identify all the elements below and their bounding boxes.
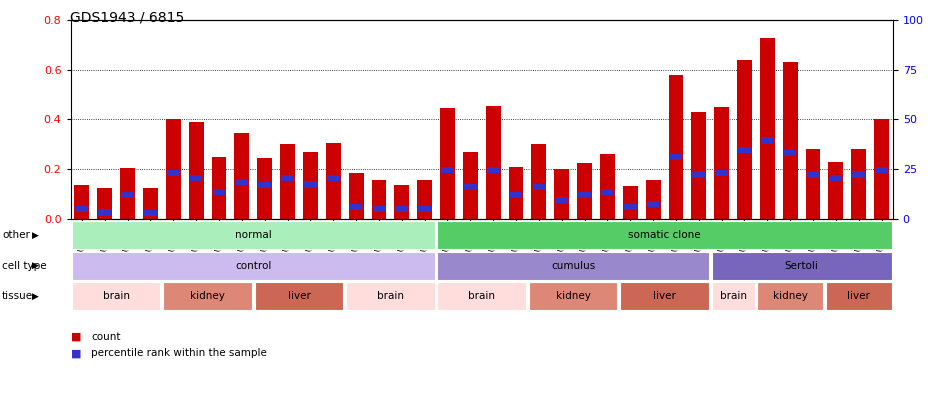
Text: kidney: kidney [556,292,590,301]
Bar [577,163,592,219]
Text: somatic clone: somatic clone [628,230,701,240]
Bar [555,169,569,219]
Bar [509,166,524,219]
Bar [693,171,705,178]
Bar [601,189,614,195]
Bar [327,175,339,181]
Bar [121,192,133,198]
Bar [807,171,820,178]
Bar [418,206,431,212]
Bar [167,170,180,176]
Bar [853,171,865,178]
Bar [578,192,591,198]
Bar [441,167,454,173]
Text: brain: brain [377,292,404,301]
Bar [258,182,271,188]
Text: GDS1943 / 6815: GDS1943 / 6815 [70,10,185,24]
Bar [258,158,272,219]
Bar [875,167,888,173]
Bar [99,209,111,215]
Bar [737,60,752,219]
Text: Sertoli: Sertoli [785,261,819,271]
Bar [144,210,157,216]
Bar [647,201,660,207]
Bar [120,168,135,219]
Bar [623,186,637,219]
Text: kidney: kidney [190,292,225,301]
Bar [806,149,821,219]
Bar [533,184,545,190]
Text: other: other [2,230,30,240]
Text: control: control [235,261,272,271]
Bar [143,188,158,219]
Bar [234,133,249,219]
Bar [303,152,318,219]
Bar [236,179,248,185]
Bar [830,175,842,181]
Bar [75,206,88,212]
Bar [624,204,636,210]
Bar [714,107,729,219]
Bar [371,180,386,219]
Bar [761,137,774,144]
Bar [487,167,499,173]
Bar [464,184,477,190]
Text: ▶: ▶ [32,292,39,301]
Bar [828,162,843,219]
Bar [784,150,796,156]
Text: cell type: cell type [2,261,46,271]
Bar [692,112,706,219]
Text: ■: ■ [70,348,81,358]
Text: liver: liver [288,292,310,301]
Text: tissue: tissue [2,292,33,301]
Bar [852,149,866,219]
Bar [646,180,661,219]
Text: ▶: ▶ [32,230,39,239]
Text: ▶: ▶ [32,261,39,270]
Bar [715,170,728,176]
Bar [760,38,775,219]
Bar [486,106,501,219]
Text: liver: liver [653,292,676,301]
Text: brain: brain [102,292,130,301]
Bar [280,144,295,219]
Text: brain: brain [719,292,746,301]
Bar [395,185,409,219]
Bar [165,119,180,219]
Bar [556,197,568,203]
Bar [189,122,204,219]
Text: normal: normal [235,230,272,240]
Bar [509,192,523,198]
Bar [98,188,112,219]
Bar [350,204,363,210]
Bar [417,180,432,219]
Bar [190,175,202,181]
Bar [669,154,682,160]
Text: count: count [91,332,120,342]
Bar [783,62,798,219]
Text: liver: liver [847,292,870,301]
Bar [396,206,408,212]
Bar [874,119,889,219]
Text: ■: ■ [70,332,81,342]
Text: percentile rank within the sample: percentile rank within the sample [91,348,267,358]
Bar [212,157,227,219]
Bar [440,108,455,219]
Bar [304,181,317,188]
Bar [74,185,89,219]
Bar [372,206,385,212]
Bar [738,147,751,153]
Bar [212,189,226,195]
Bar [531,144,546,219]
Bar [462,152,478,219]
Bar [668,75,683,219]
Bar [600,154,615,219]
Bar [326,143,340,219]
Text: kidney: kidney [773,292,807,301]
Text: cumulus: cumulus [551,261,595,271]
Text: brain: brain [468,292,495,301]
Bar [281,175,294,181]
Bar [349,173,364,219]
